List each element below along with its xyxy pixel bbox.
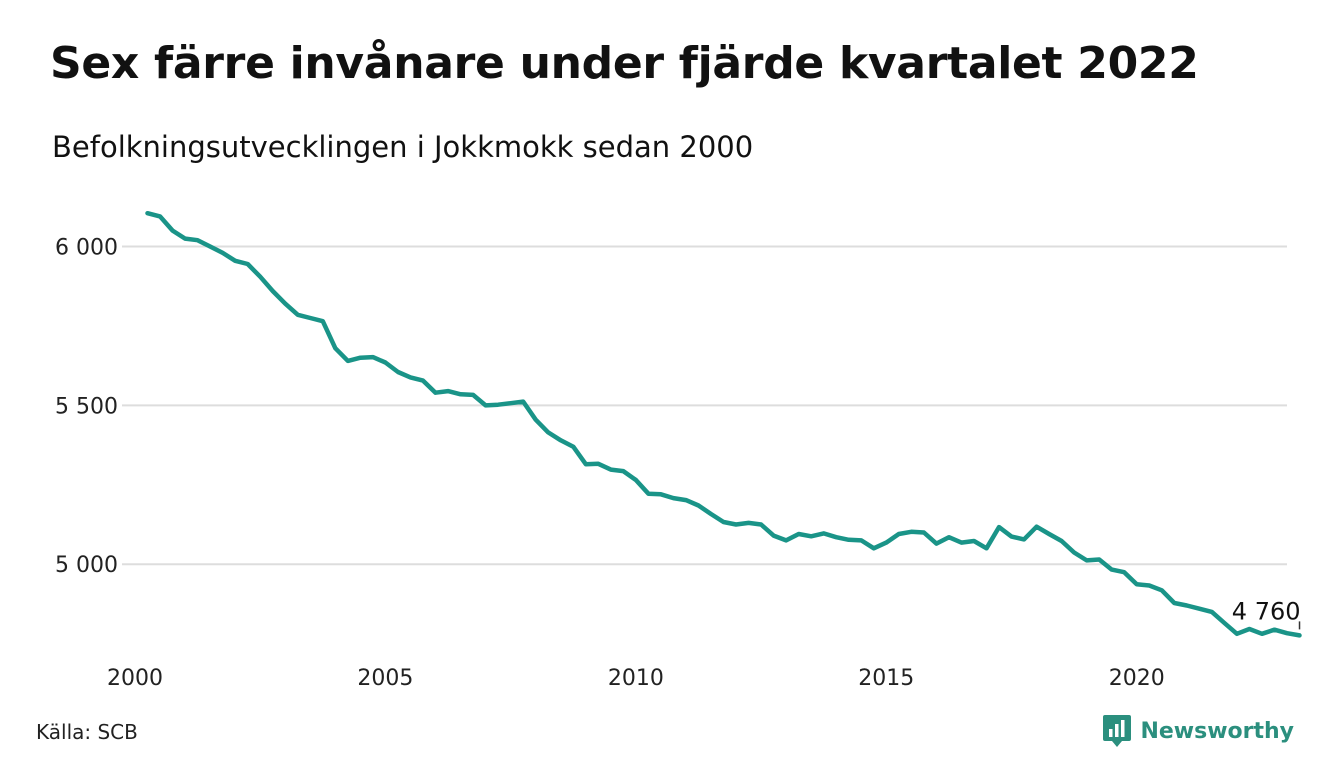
source-note: Källa: SCB <box>36 720 138 744</box>
series-line-0 <box>145 210 1302 638</box>
annotations: 4 760 <box>1232 597 1301 630</box>
gridlines <box>122 245 1287 566</box>
x-tick-label: 2000 <box>107 666 163 691</box>
y-axis-labels: 5 000 5 500 6 000 <box>55 236 118 579</box>
y-tick-label: 5 000 <box>55 553 118 578</box>
x-tick-label: 2005 <box>357 666 413 691</box>
end-value-label: 4 760 <box>1232 597 1301 625</box>
x-tick-label: 2015 <box>858 666 914 691</box>
y-tick-label: 6 000 <box>55 236 118 261</box>
brand-name: Newsworthy <box>1140 718 1294 744</box>
series-layer <box>145 210 1302 638</box>
newsworthy-chart-bubble-icon <box>1103 715 1132 747</box>
y-tick-label: 5 500 <box>55 394 118 419</box>
chart-subtitle: Befolkningsutvecklingen i Jokkmokk sedan… <box>52 130 754 164</box>
chart-title: Sex färre invånare under fjärde kvartale… <box>50 38 1199 89</box>
x-tick-label: 2010 <box>608 666 664 691</box>
line-chart: 5 000 5 500 6 000 2000 2005 2010 2015 2020 4 7… <box>55 210 1302 691</box>
brand-logo: Newsworthy <box>1102 714 1294 748</box>
x-axis-labels: 2000 2005 2010 2015 2020 <box>107 666 1165 691</box>
x-tick-label: 2020 <box>1109 666 1165 691</box>
